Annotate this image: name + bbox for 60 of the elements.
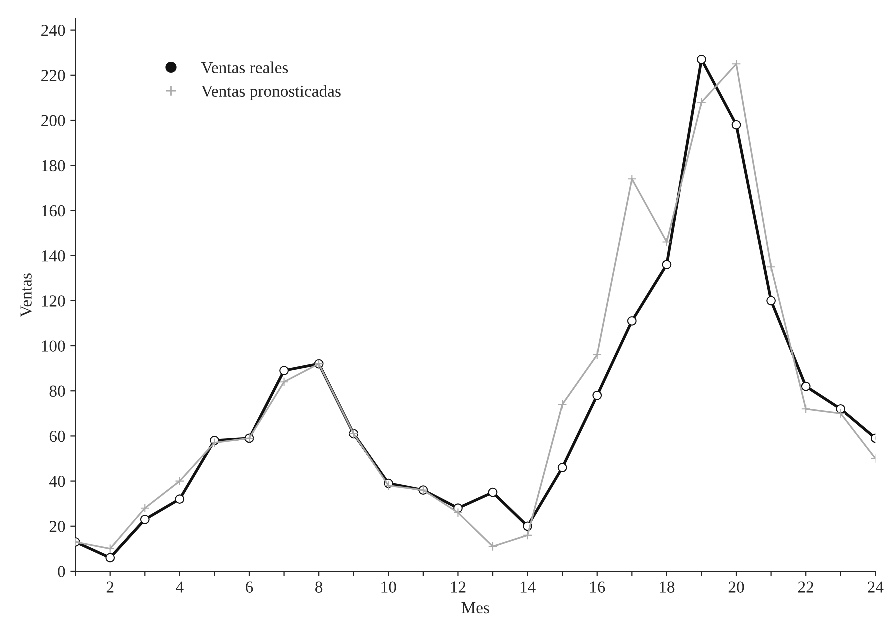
x-tick-label: 16 xyxy=(590,582,606,593)
y-tick-label: 240 xyxy=(42,25,66,36)
legend-label: Ventas pronosticadas xyxy=(201,85,341,100)
point xyxy=(140,514,150,524)
point xyxy=(801,382,811,392)
y-tick-label: 0 xyxy=(58,566,66,578)
y-tick-label: 140 xyxy=(42,250,66,262)
y-tick-label: 120 xyxy=(42,296,66,307)
point xyxy=(558,463,568,472)
point xyxy=(627,174,637,184)
point xyxy=(592,350,602,360)
point xyxy=(384,481,394,490)
point xyxy=(280,377,289,387)
point xyxy=(732,120,742,130)
y-axis-title: Ventas xyxy=(20,274,32,318)
point xyxy=(732,59,742,69)
x-tick-label: 24 xyxy=(868,582,884,593)
x-tick-label: 14 xyxy=(520,582,536,593)
x-tick-label: 18 xyxy=(660,582,675,593)
x-axis-title: Mes xyxy=(462,602,490,614)
point xyxy=(175,494,185,504)
y-tick-label: 220 xyxy=(42,70,66,82)
point xyxy=(697,98,706,108)
point xyxy=(697,54,706,64)
y-tick-label: 80 xyxy=(50,386,66,398)
point xyxy=(558,400,568,410)
point xyxy=(801,404,811,414)
x-tick-label: 2 xyxy=(106,582,114,593)
point xyxy=(523,530,532,540)
y-tick-label: 100 xyxy=(42,340,66,352)
point xyxy=(627,316,637,326)
point xyxy=(106,544,116,554)
point xyxy=(140,504,150,514)
point xyxy=(210,438,220,448)
point xyxy=(592,390,602,400)
point xyxy=(836,408,846,418)
x-tick-label: 4 xyxy=(176,582,184,593)
y-tick-label: 60 xyxy=(50,430,66,442)
point xyxy=(454,508,463,518)
x-tick-label: 12 xyxy=(451,582,466,593)
legend-label: Ventas reales xyxy=(201,62,288,74)
x-tick-label: 20 xyxy=(728,582,744,593)
point xyxy=(106,553,116,563)
y-tick-label: 20 xyxy=(50,521,66,532)
point xyxy=(488,542,498,552)
point xyxy=(766,296,776,306)
y-tick-label: 200 xyxy=(42,115,66,126)
x-tick-label: 8 xyxy=(316,582,323,593)
point xyxy=(175,476,185,486)
y-tick-label: 180 xyxy=(42,160,66,172)
y-tick-label: 40 xyxy=(50,476,66,488)
point xyxy=(280,366,289,376)
x-tick-label: 6 xyxy=(246,582,254,593)
x-tick-label: 22 xyxy=(798,582,814,593)
y-tick-label: 160 xyxy=(42,205,66,217)
point xyxy=(662,260,672,270)
point xyxy=(662,238,672,247)
x-tick-label: 10 xyxy=(382,582,396,593)
point xyxy=(766,262,776,272)
point xyxy=(488,488,498,498)
